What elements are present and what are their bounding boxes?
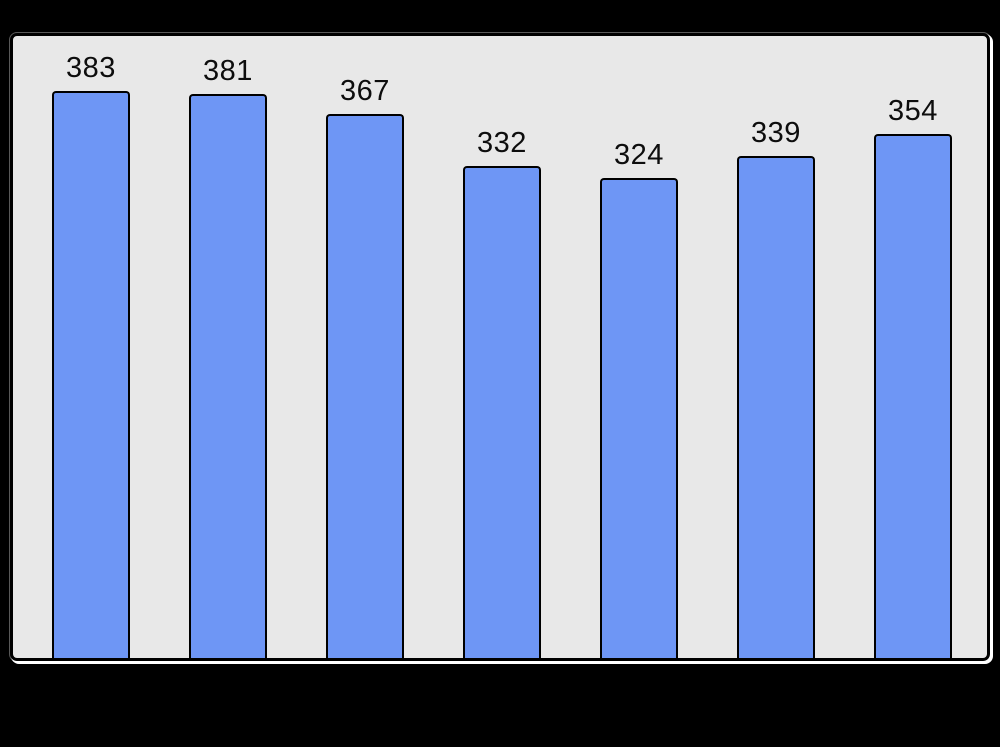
bar: [463, 166, 541, 658]
bar: [326, 114, 404, 658]
bar-value-label: 339: [751, 117, 801, 149]
bar: [874, 134, 952, 658]
bar-value-label: 324: [614, 139, 664, 171]
bar-value-label: 332: [477, 127, 527, 159]
bar-value-label: 367: [340, 75, 390, 107]
bar: [737, 156, 815, 658]
bar-value-label: 383: [66, 52, 116, 84]
bar: [189, 94, 267, 658]
caption: Montay(source: Insee): [63, 718, 310, 747]
bar-value-label: 381: [203, 55, 253, 87]
bar: [52, 91, 130, 658]
bar-group: 383 381 367 332 324 339 354: [13, 36, 987, 658]
plot-area: 383 381 367 332 324 339 354: [9, 32, 991, 662]
bar: [600, 178, 678, 658]
bar-value-label: 354: [888, 95, 938, 127]
